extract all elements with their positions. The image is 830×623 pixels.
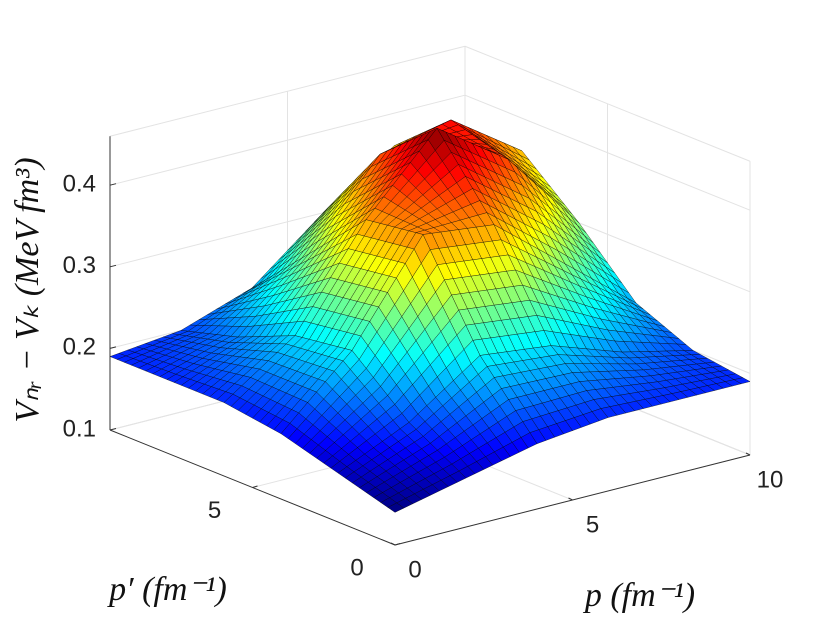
z-tick <box>109 346 117 349</box>
x-tick-label: 5 <box>586 511 599 538</box>
y-tick-label: 5 <box>208 497 221 524</box>
y-axis-label: p′ (fm⁻¹) <box>107 571 227 608</box>
z-tick-label: 0.1 <box>63 415 96 442</box>
y-tick <box>394 543 401 546</box>
x-axis-label: p (fm⁻¹) <box>583 577 695 614</box>
x-tick <box>568 497 573 501</box>
y-tick-label: 0 <box>350 554 363 581</box>
z-axis-label: Vₙᵣ − Vₖ (MeV fm³) <box>9 157 46 422</box>
surface-patch <box>387 502 405 513</box>
y-tick <box>252 485 258 488</box>
z-tick-label: 0.3 <box>63 252 96 279</box>
x-tick-label: 10 <box>757 466 784 493</box>
x-tick <box>390 542 396 546</box>
z-tick <box>109 428 117 431</box>
z-tick <box>109 183 117 186</box>
x-tick <box>745 452 751 456</box>
z-tick-label: 0.2 <box>63 334 96 361</box>
z-tick-label: 0.4 <box>63 171 96 198</box>
x-tick-label: 0 <box>408 556 421 583</box>
z-tick <box>109 264 117 268</box>
